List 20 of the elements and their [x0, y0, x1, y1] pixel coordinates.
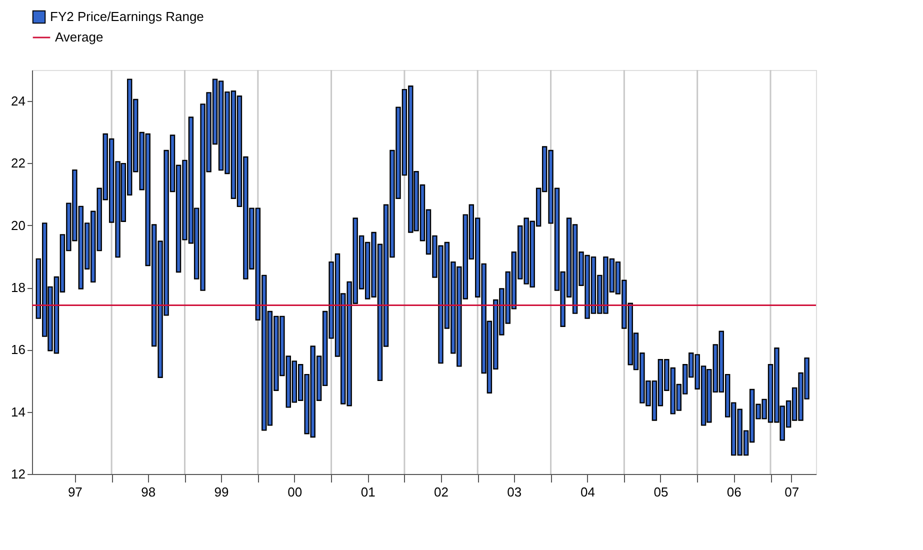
y-tick-label: 14: [11, 404, 26, 420]
legend-label: Average: [55, 30, 104, 44]
x-tick-label: 99: [214, 484, 229, 500]
y-tick-label: 22: [11, 156, 26, 171]
x-tick-label: 07: [784, 484, 800, 500]
y-tick-label: 16: [11, 342, 26, 358]
x-tick-label: 98: [141, 484, 156, 500]
y-tick-label: 24: [11, 94, 26, 109]
x-tick-label: 04: [580, 484, 596, 500]
y-tick-label: 20: [11, 218, 26, 233]
x-tick-label: 01: [360, 484, 376, 500]
y-tick-label: 12: [11, 466, 26, 482]
x-tick-label: 00: [288, 484, 302, 500]
legend-label: FY2 Price/Earnings Range: [50, 9, 204, 24]
y-tick-label: 18: [11, 280, 26, 296]
x-tick-label: 02: [434, 484, 448, 500]
x-tick-label: 97: [68, 484, 82, 500]
x-tick-label: 03: [507, 484, 522, 500]
x-tick-label: 06: [726, 484, 742, 500]
x-tick-label: 05: [654, 484, 668, 500]
